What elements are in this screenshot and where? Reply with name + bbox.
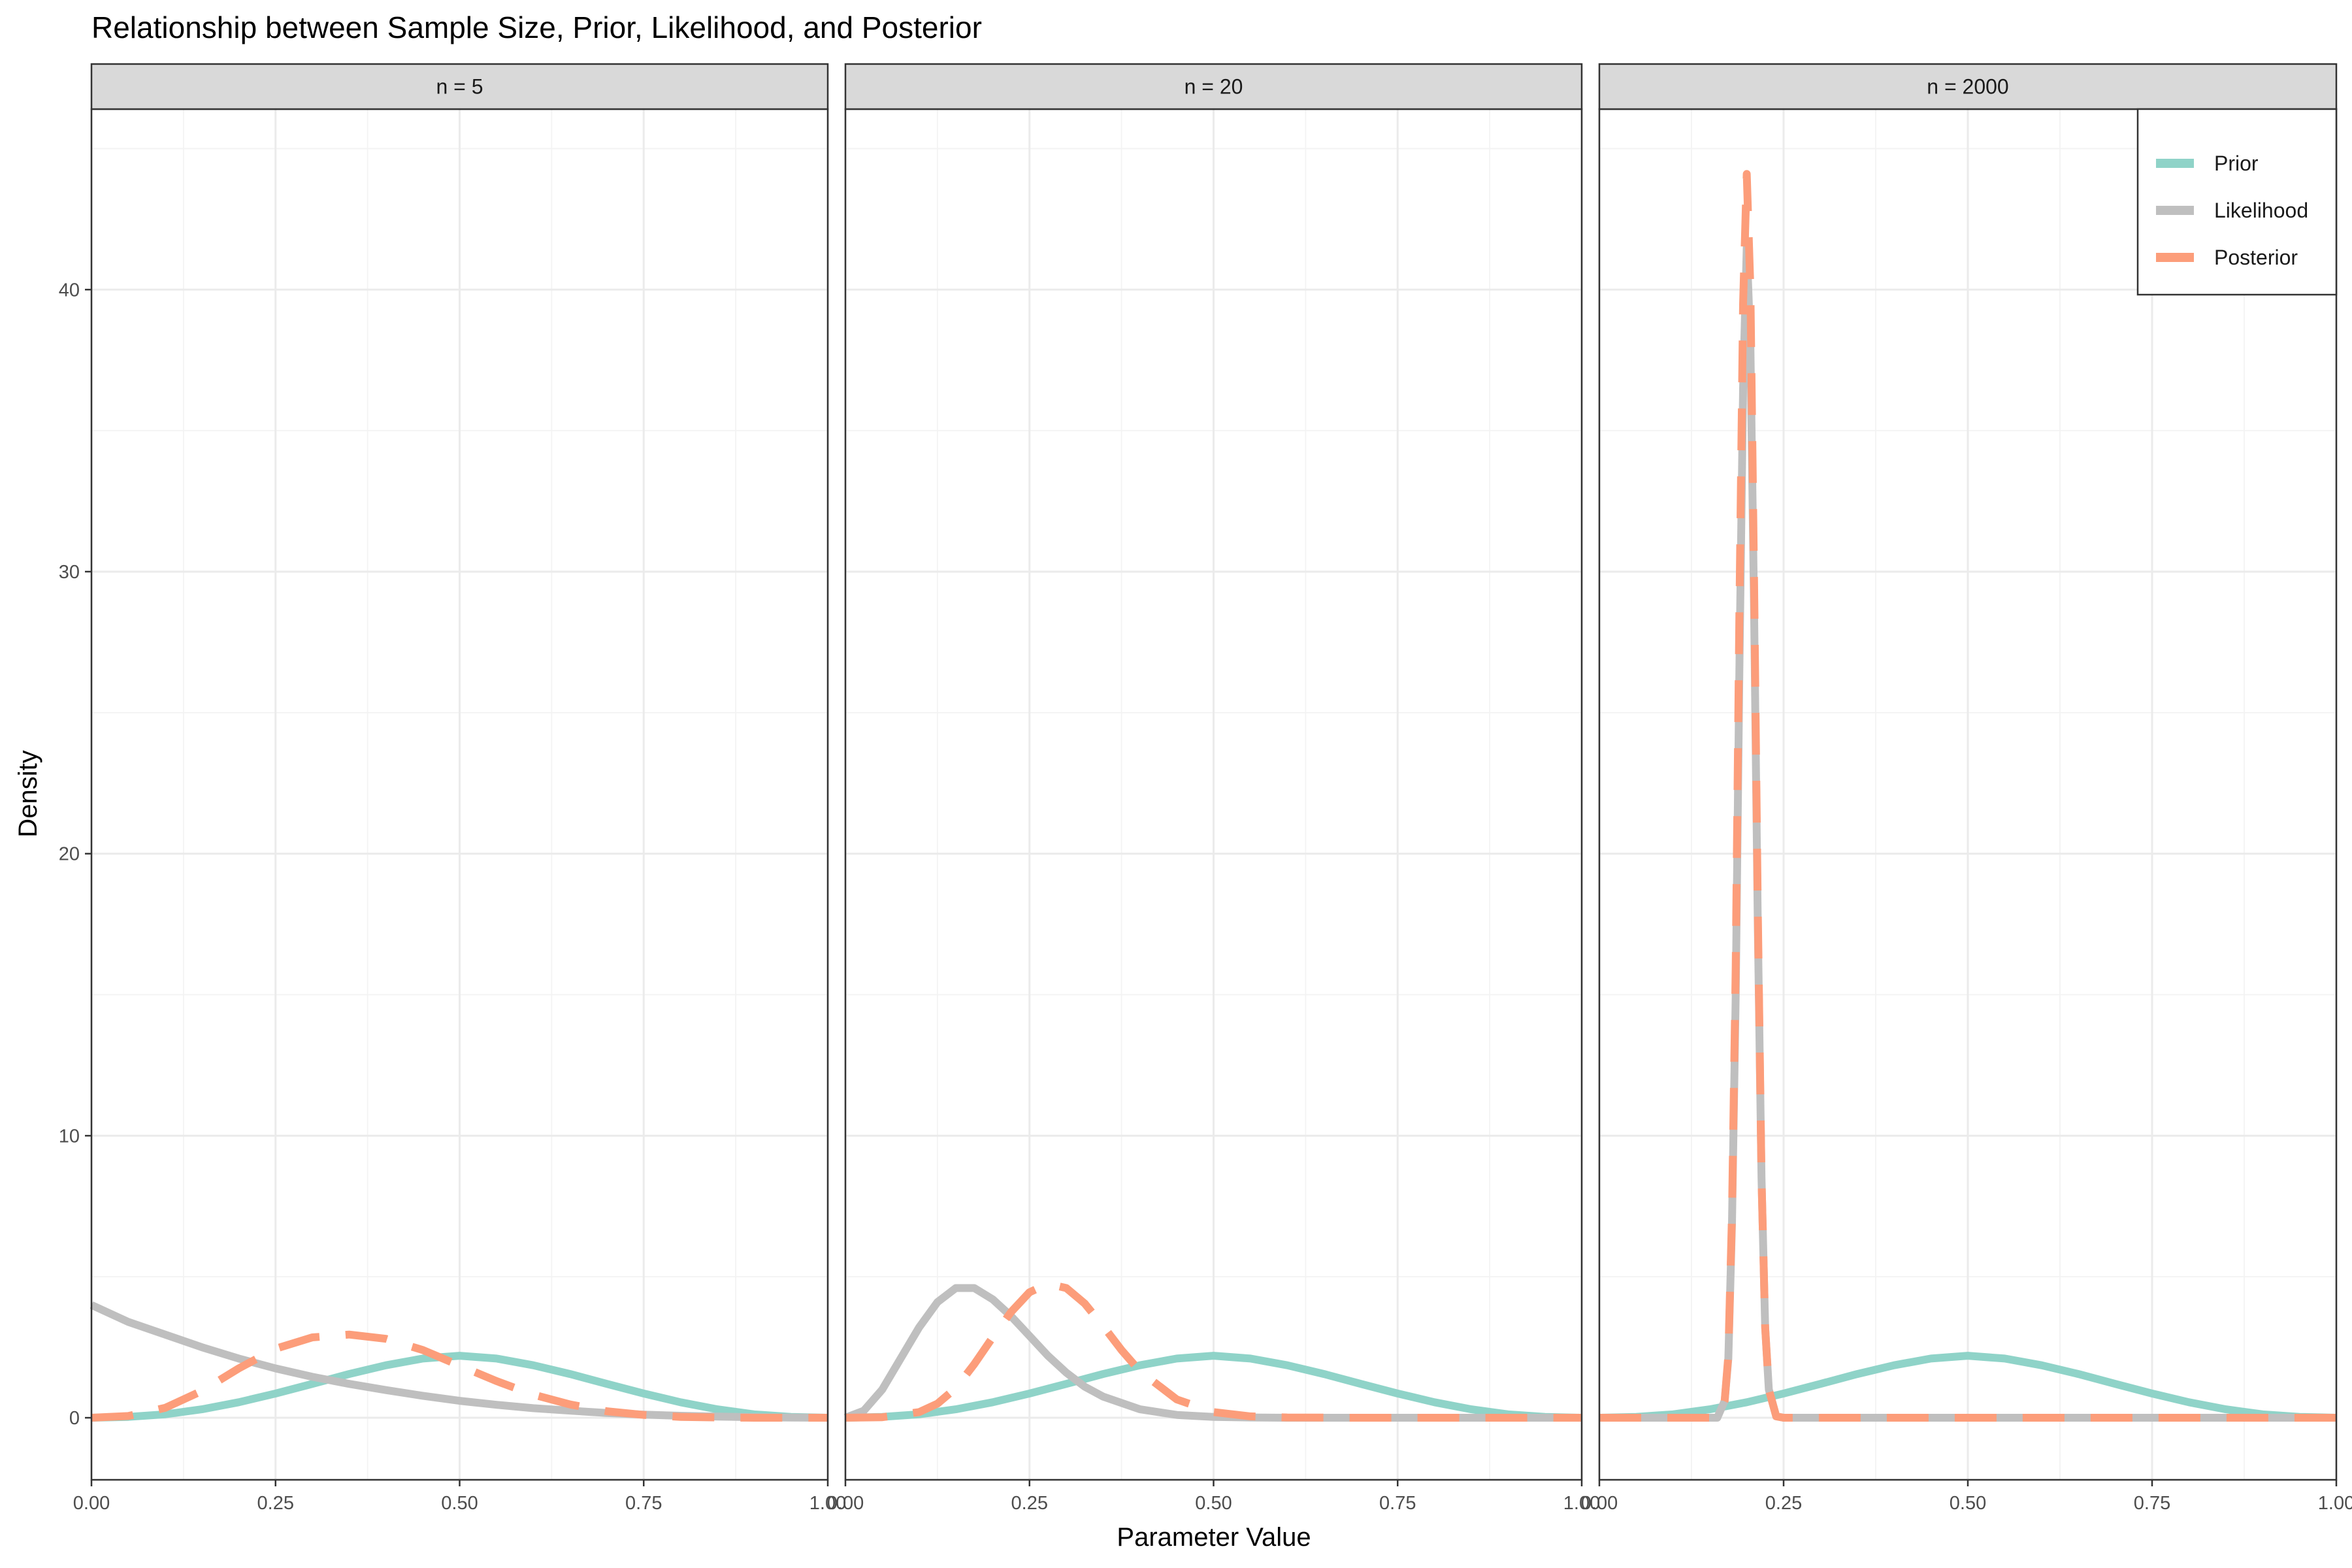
facet-panel: n = 5 0.00 0.25 0.50 0.75 1.00 bbox=[73, 63, 846, 1514]
x-tick-label: 0.75 bbox=[625, 1493, 662, 1514]
x-tick-label: 0.00 bbox=[73, 1493, 110, 1514]
y-tick-label: 40 bbox=[59, 280, 80, 301]
x-tick-label: 0.00 bbox=[827, 1493, 864, 1514]
x-tick-label: 1.00 bbox=[809, 1493, 846, 1514]
series-line-prior bbox=[845, 1352, 1582, 1422]
y-axis-title: Density bbox=[14, 750, 42, 837]
facet-strip-label: n = 20 bbox=[1184, 75, 1243, 99]
facet-strip-label: n = 2000 bbox=[1927, 75, 2008, 99]
x-tick-label: 0.50 bbox=[441, 1493, 478, 1514]
x-tick-label: 1.00 bbox=[1563, 1493, 1600, 1514]
x-tick-label: 0.50 bbox=[1195, 1493, 1232, 1514]
legend-label-prior: Prior bbox=[2214, 152, 2259, 175]
legend-label-posterior: Posterior bbox=[2214, 246, 2298, 269]
x-tick-label: 0.00 bbox=[1581, 1493, 1618, 1514]
facet-strip bbox=[1598, 63, 2338, 110]
x-tick-label: 1.00 bbox=[2318, 1493, 2352, 1514]
x-tick-label: 0.50 bbox=[1950, 1493, 1986, 1514]
series-line-posterior bbox=[1599, 170, 2336, 1422]
chart-title: Relationship between Sample Size, Prior,… bbox=[91, 10, 982, 44]
x-tick-label: 0.25 bbox=[257, 1493, 294, 1514]
facet-strip bbox=[844, 63, 1583, 110]
series-line-prior bbox=[91, 1352, 828, 1422]
series-line-posterior bbox=[845, 1280, 1582, 1422]
y-tick-label: 20 bbox=[59, 844, 80, 865]
facet-strip-label: n = 5 bbox=[436, 75, 483, 99]
facet-panel: n = 20 0.00 0.25 0.50 0.75 1.00 bbox=[827, 63, 1600, 1514]
facet-panel: n = 2000 0.00 0.25 0.50 0.75 1.00 bbox=[1581, 63, 2352, 1514]
legend-label-likelihood: Likelihood bbox=[2214, 199, 2308, 222]
x-tick-label: 0.25 bbox=[1765, 1493, 1802, 1514]
x-axis-title: Parameter Value bbox=[1117, 1523, 1311, 1552]
x-tick-label: 0.75 bbox=[1379, 1493, 1416, 1514]
x-tick-label: 0.75 bbox=[2134, 1493, 2170, 1514]
y-tick-label: 10 bbox=[59, 1126, 80, 1147]
y-axis: 0 10 20 30 40 bbox=[59, 280, 91, 1429]
y-tick-label: 0 bbox=[69, 1408, 80, 1429]
legend-box bbox=[2136, 108, 2338, 296]
y-tick-label: 30 bbox=[59, 562, 80, 583]
legend: Prior Likelihood Posterior bbox=[2136, 108, 2338, 296]
facet-panels: n = 5 0.00 0.25 0.50 0.75 1.00 n = 20 0.00 0.25 0… bbox=[73, 63, 2352, 1514]
series-line-posterior bbox=[91, 1330, 828, 1422]
x-tick-label: 0.25 bbox=[1011, 1493, 1048, 1514]
facet-strip bbox=[90, 63, 829, 110]
